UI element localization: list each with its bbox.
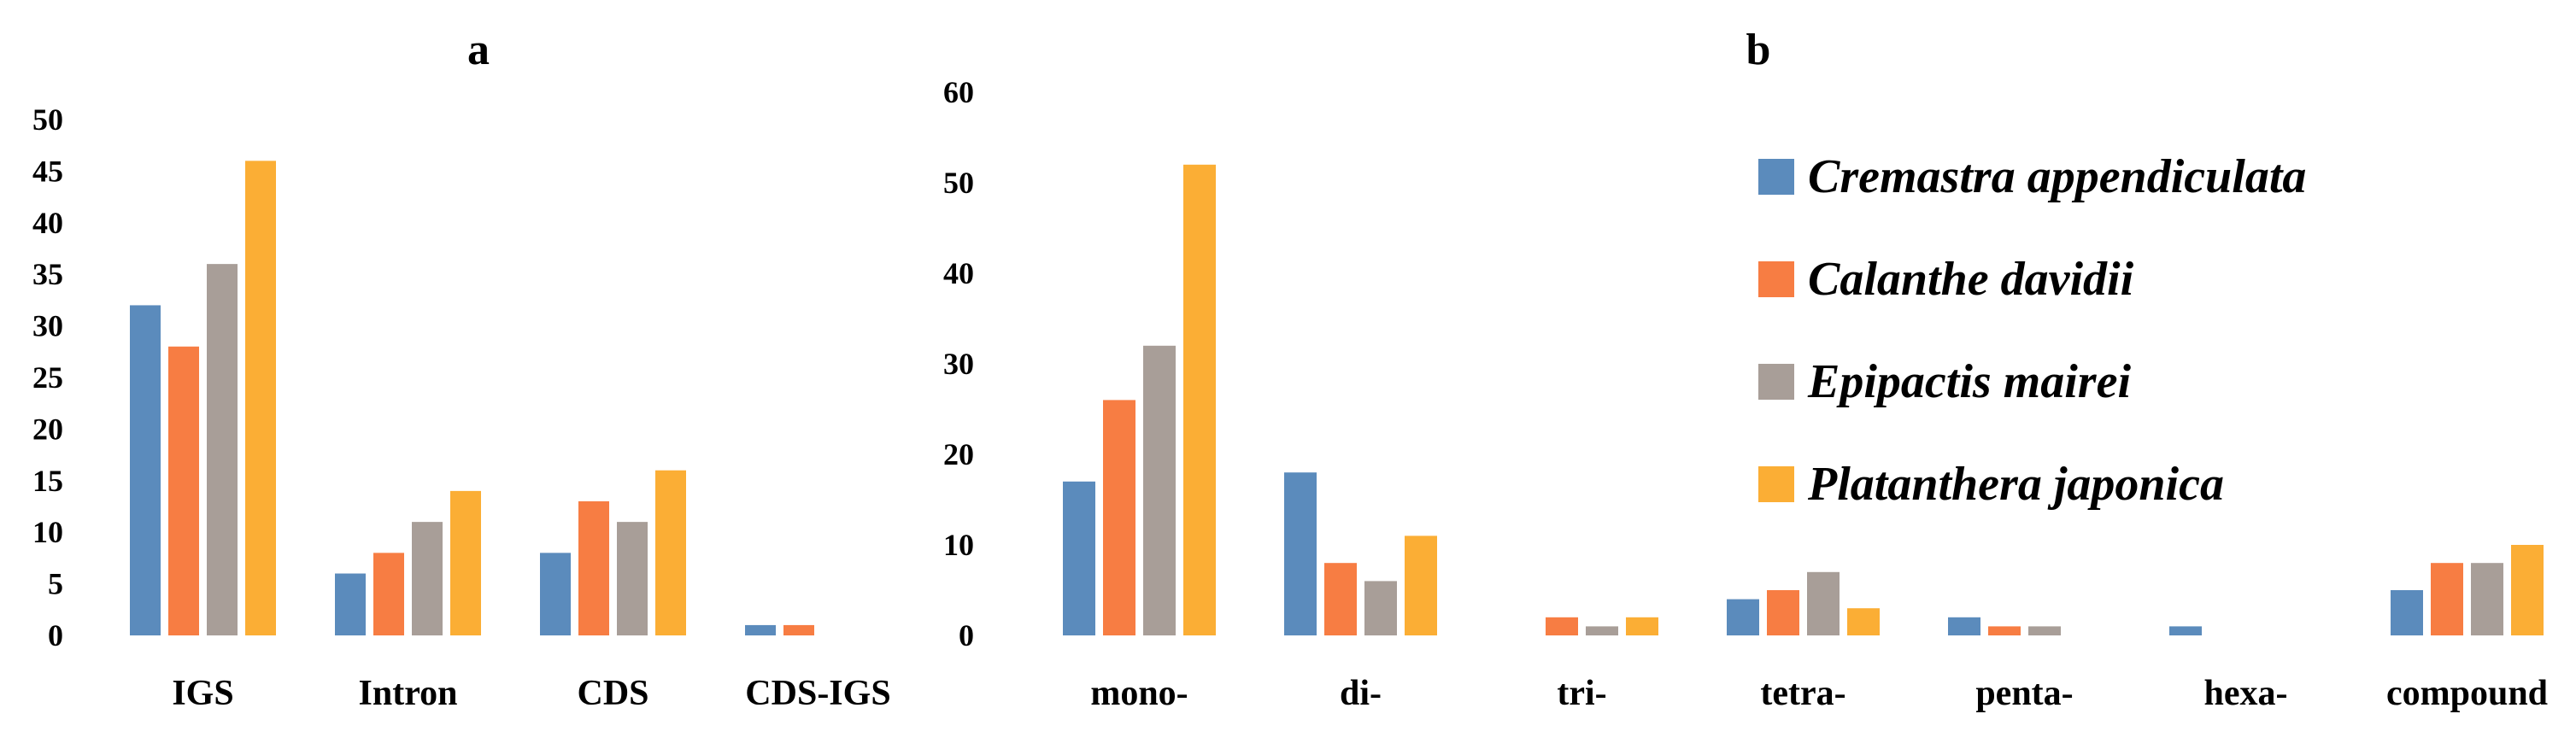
bar	[1364, 581, 1397, 635]
x-tick-label: CDS	[577, 674, 648, 713]
bar	[1324, 563, 1357, 635]
y-tick-label: 15	[32, 464, 63, 498]
legend-swatch	[1758, 466, 1794, 502]
bar	[1143, 345, 1176, 635]
bar	[412, 522, 443, 635]
panel-b-title: b	[1746, 26, 1771, 74]
y-tick-label: 30	[943, 347, 974, 381]
x-tick-label: tetra-	[1760, 674, 1845, 713]
bar	[2391, 590, 2423, 635]
bar	[1063, 481, 1095, 635]
bar	[2471, 563, 2503, 635]
bar	[1988, 626, 2021, 635]
y-tick-label: 40	[32, 206, 63, 240]
bar	[1626, 617, 1658, 635]
bar	[373, 553, 404, 635]
x-tick-label: compound	[2386, 674, 2548, 713]
bar	[578, 500, 609, 635]
legend: Cremastra appendiculata Calanthe davidii E…	[1758, 150, 2306, 511]
bar	[1727, 599, 1759, 635]
bar	[130, 305, 161, 635]
bar	[168, 346, 199, 635]
bar	[245, 161, 276, 635]
y-tick-label: 25	[32, 360, 63, 395]
bar	[2511, 545, 2544, 635]
legend-label: Epipactis mairei	[1807, 355, 2131, 408]
x-tick-label: mono-	[1090, 674, 1188, 713]
y-tick-label: 5	[48, 567, 63, 601]
bar	[540, 553, 571, 635]
bar	[655, 470, 686, 635]
bar	[1948, 617, 1980, 635]
bar	[783, 624, 814, 635]
bar	[745, 624, 776, 635]
x-tick-label: Intron	[359, 674, 458, 713]
panel-a-title: a	[467, 26, 490, 74]
y-tick-label: 20	[943, 437, 974, 471]
y-tick-label: 10	[32, 515, 63, 549]
legend-swatch	[1758, 261, 1794, 297]
bar	[1807, 571, 1840, 635]
y-tick-label: 0	[48, 618, 63, 652]
y-tick-label: 40	[943, 256, 974, 290]
bar	[2028, 626, 2061, 635]
x-tick-label: penta-	[1975, 674, 2073, 713]
bar	[2431, 563, 2463, 635]
y-tick-label: 60	[943, 75, 974, 109]
panel-b-bars: 0 10 20 30 40 50 60 mono-di-tri-tetra-penta-hex…	[943, 75, 2548, 713]
legend-label: Cremastra appendiculata	[1808, 150, 2306, 203]
bar	[207, 264, 238, 635]
x-tick-label: tri-	[1557, 674, 1606, 713]
y-tick-label: 45	[32, 154, 63, 188]
bar	[450, 490, 481, 635]
legend-swatch	[1758, 364, 1794, 400]
y-tick-label: 20	[32, 412, 63, 446]
x-tick-label: di-	[1340, 674, 1382, 713]
bar	[335, 573, 366, 635]
bar	[1767, 590, 1799, 635]
bar	[1405, 535, 1437, 635]
bar	[1284, 472, 1317, 635]
legend-label: Platanthera japonica	[1807, 458, 2224, 511]
bar	[1586, 626, 1618, 635]
legend-swatch	[1758, 159, 1794, 195]
legend-label: Calanthe davidii	[1808, 253, 2134, 306]
bar	[2169, 626, 2202, 635]
panel-a-bars: 0 5 10 15 20 25 30 35 40 45 50 IGS Intron CDS CDS-IGS	[32, 102, 891, 713]
bar	[1546, 617, 1578, 635]
bar	[617, 522, 648, 635]
bar	[1183, 164, 1216, 636]
y-tick-label: 0	[959, 618, 974, 652]
y-tick-label: 30	[32, 309, 63, 343]
x-tick-label: CDS-IGS	[745, 674, 890, 713]
bar	[1103, 400, 1135, 635]
y-tick-label: 50	[32, 102, 63, 137]
x-tick-label: IGS	[172, 674, 233, 713]
y-tick-label: 10	[943, 528, 974, 562]
x-tick-label: hexa-	[2204, 674, 2288, 713]
y-tick-label: 35	[32, 257, 63, 291]
y-tick-label: 50	[943, 166, 974, 200]
bar	[1847, 608, 1880, 635]
